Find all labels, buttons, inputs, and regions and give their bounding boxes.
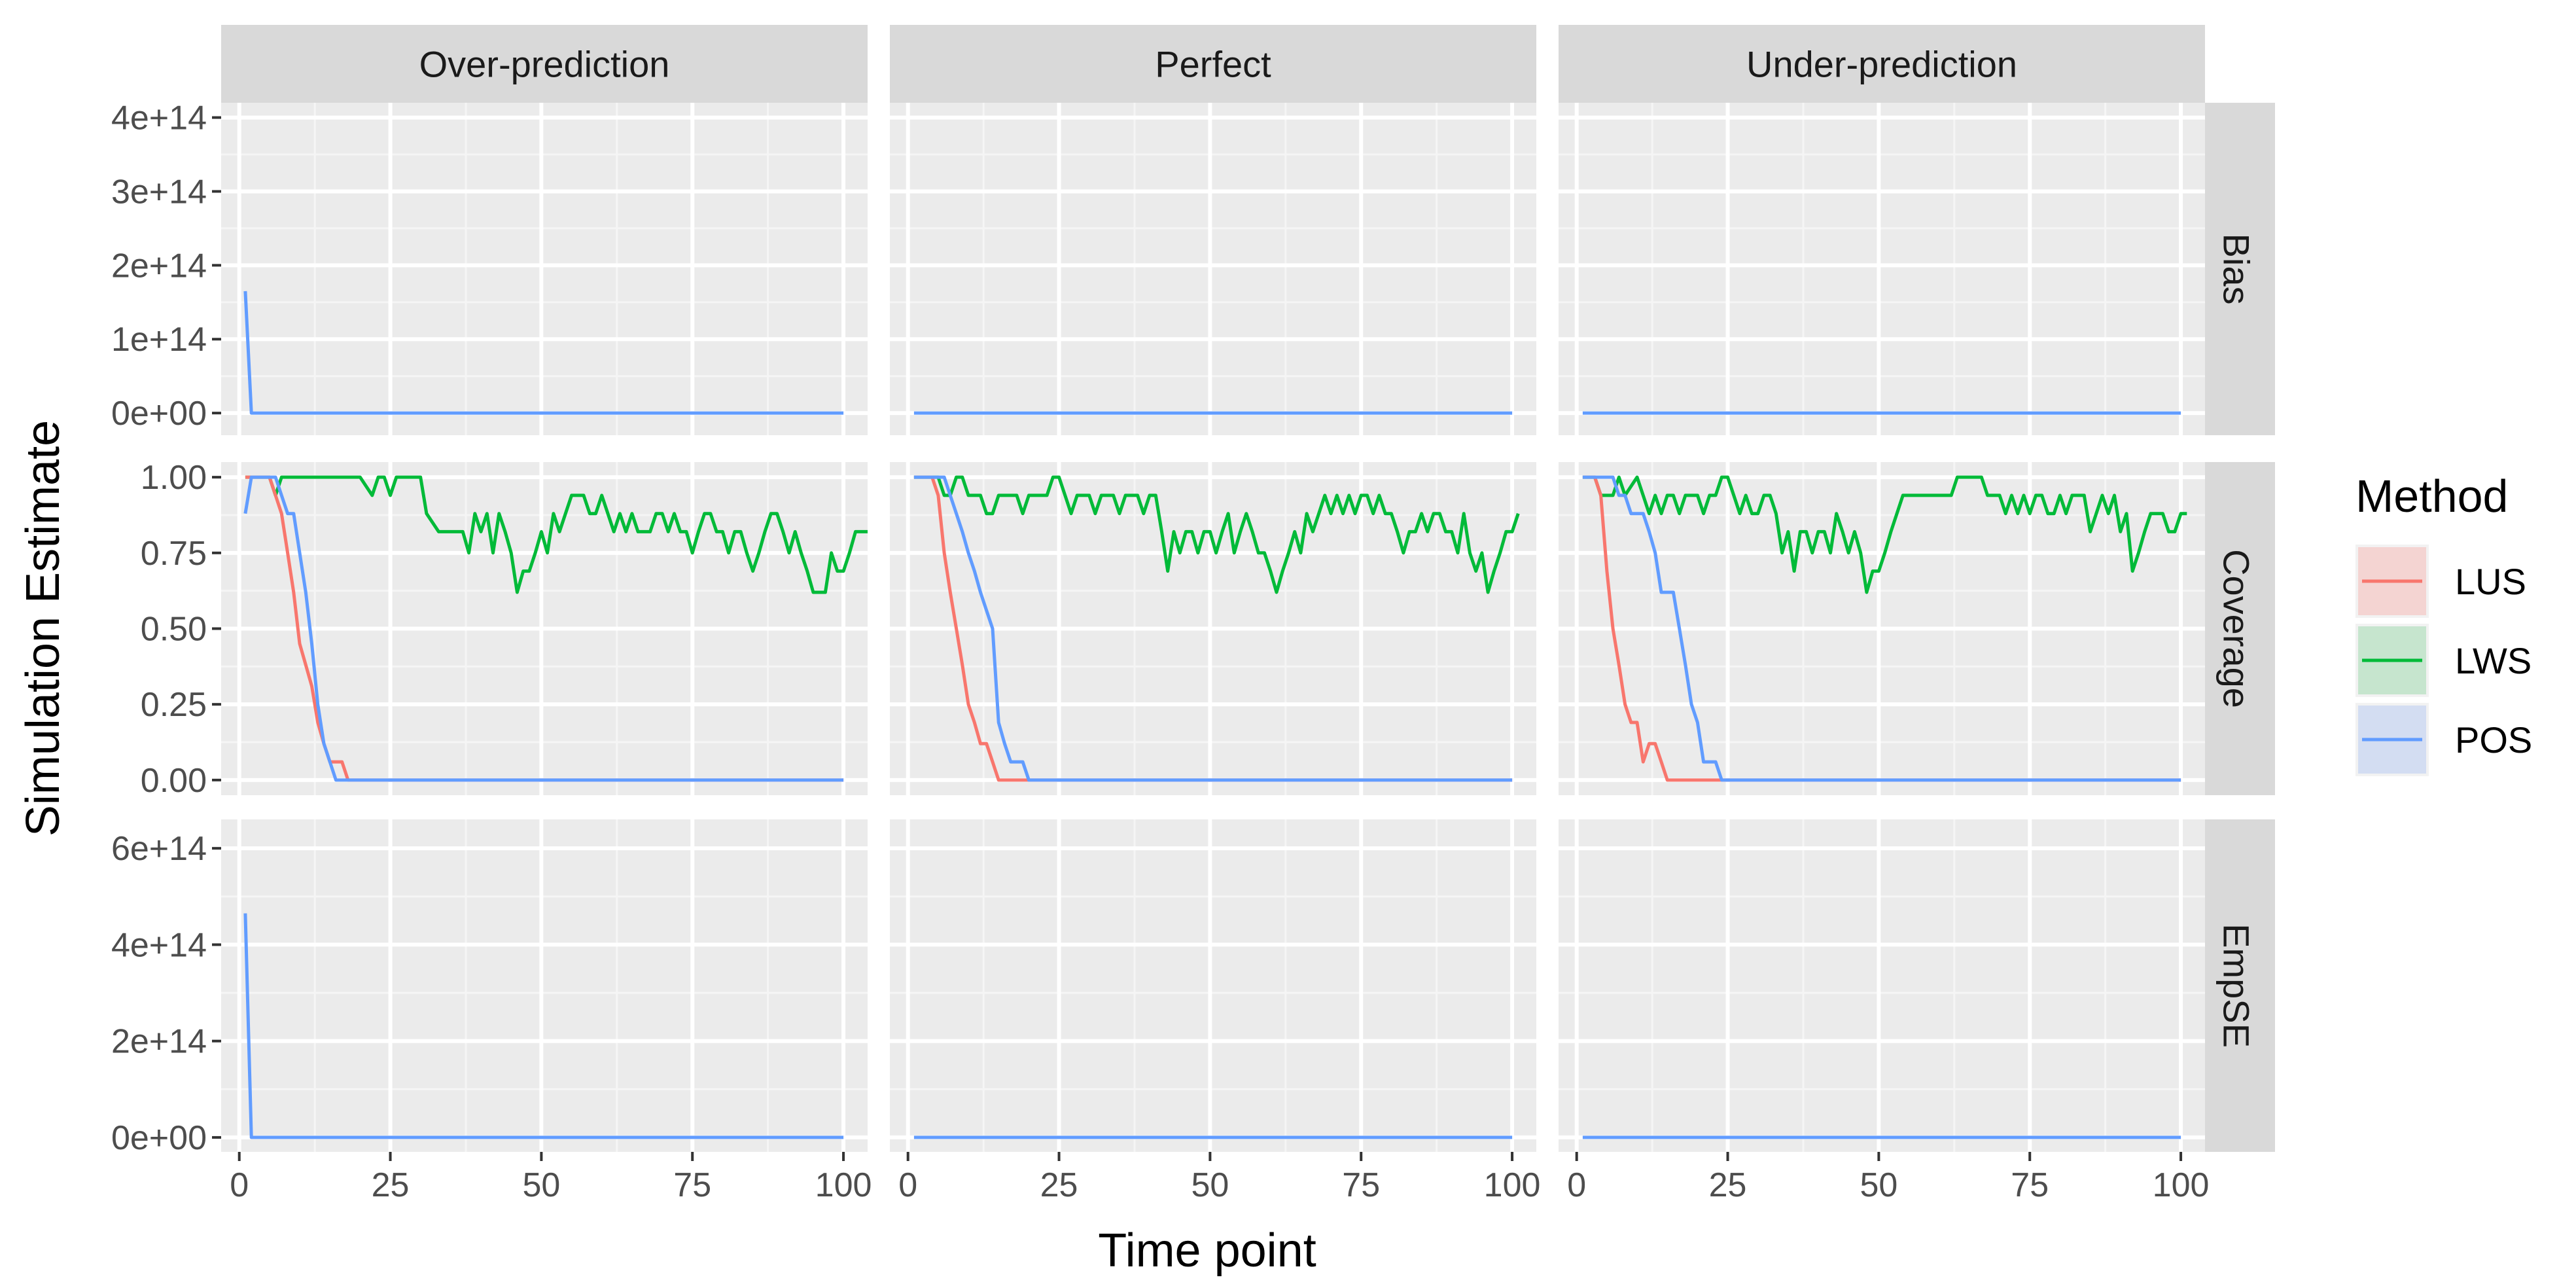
- y-tick-label: 0e+00: [111, 395, 207, 433]
- y-axis-title: Simulation Estimate: [17, 420, 69, 836]
- legend-item-label: POS: [2455, 719, 2532, 760]
- x-axis-title: Time point: [1098, 1225, 1316, 1277]
- panel-background: [890, 819, 1536, 1152]
- row-strip-label: Coverage: [2216, 549, 2257, 708]
- y-tick-label: 1.00: [141, 459, 207, 497]
- series-line-pos: [243, 913, 844, 1139]
- x-tick-label: 0: [1567, 1166, 1586, 1204]
- legend-item-label: LUS: [2455, 561, 2526, 602]
- x-tick-label: 25: [1040, 1166, 1078, 1204]
- y-tick-label: 0e+00: [111, 1119, 207, 1157]
- series-line-pos: [243, 475, 844, 782]
- column-strip-label: Over-prediction: [419, 44, 670, 85]
- y-tick-label: 0.25: [141, 686, 207, 724]
- column-strip: [890, 25, 1536, 103]
- legend-title: Method: [2355, 471, 2508, 522]
- series-line-lws: [1582, 475, 2187, 594]
- row-strip-label: EmpSE: [2216, 923, 2257, 1048]
- y-tick-label: 2e+14: [111, 247, 207, 285]
- legend-item-label: LWS: [2455, 640, 2532, 681]
- x-tick-label: 0: [230, 1166, 249, 1204]
- series-line-lus: [1582, 475, 2181, 782]
- x-tick-label: 75: [1342, 1166, 1380, 1204]
- row-strip: [2198, 462, 2275, 795]
- y-tick-label: 1e+14: [111, 321, 207, 359]
- column-strip: [221, 25, 868, 103]
- x-tick-label: 75: [2011, 1166, 2049, 1204]
- row-strip-label: Bias: [2216, 234, 2257, 305]
- series-line-lus: [245, 475, 844, 782]
- series-line-lws: [245, 475, 868, 594]
- x-tick-label: 100: [1484, 1166, 1541, 1204]
- y-tick-label: 0.00: [141, 762, 207, 800]
- x-tick-label: 0: [898, 1166, 917, 1204]
- series-line-pos: [1582, 475, 2181, 782]
- series-line-lws: [913, 475, 1520, 594]
- x-tick-label: 50: [1860, 1166, 1897, 1204]
- y-tick-label: 4e+14: [111, 99, 207, 137]
- y-tick-label: 4e+14: [111, 926, 207, 964]
- y-tick-label: 0.75: [141, 535, 207, 573]
- x-tick-label: 50: [522, 1166, 560, 1204]
- series-line-pos: [243, 291, 844, 415]
- x-tick-label: 75: [673, 1166, 711, 1204]
- series-line-lus: [913, 475, 1513, 782]
- x-tick-label: 100: [815, 1166, 872, 1204]
- series-line-pos: [913, 475, 1513, 782]
- x-tick-label: 25: [1709, 1166, 1747, 1204]
- y-tick-label: 0.50: [141, 611, 207, 649]
- panel-background: [1559, 103, 2205, 435]
- column-strip-label: Under-prediction: [1746, 44, 2017, 85]
- x-tick-label: 50: [1191, 1166, 1229, 1204]
- panel-background: [890, 103, 1536, 435]
- panels-layer: Over-prediction Perfect Under-prediction Bi…: [111, 25, 2275, 1204]
- y-tick-label: 6e+14: [111, 830, 207, 868]
- panel-background: [221, 103, 868, 435]
- row-strip: [2198, 819, 2275, 1152]
- panel-background: [221, 819, 868, 1152]
- x-tick-label: 100: [2153, 1166, 2210, 1204]
- x-tick-label: 25: [372, 1166, 410, 1204]
- y-tick-label: 3e+14: [111, 173, 207, 211]
- legend: Method LUS LWS POS: [2355, 471, 2532, 776]
- column-strip: [1559, 25, 2205, 103]
- row-strip: [2198, 103, 2275, 435]
- panel-background: [1559, 819, 2205, 1152]
- column-strip-label: Perfect: [1155, 44, 1271, 85]
- y-tick-label: 2e+14: [111, 1023, 207, 1061]
